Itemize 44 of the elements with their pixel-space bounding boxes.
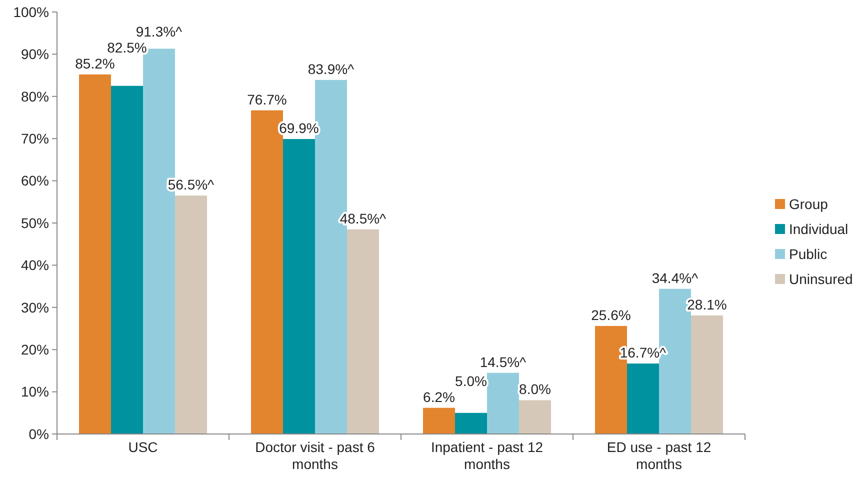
x-tick-label: USC (128, 439, 158, 455)
legend-label: Individual (789, 221, 848, 237)
data-label: 5.0% (455, 372, 487, 389)
data-label: 56.5%^ (168, 176, 215, 193)
data-label: 48.5%^ (340, 210, 387, 226)
data-label: 83.9%^ (308, 60, 355, 77)
x-tick-label: ED use - past 12 months (606, 439, 712, 472)
y-tick-label: 100% (13, 4, 49, 20)
data-label: 8.0% (519, 381, 551, 398)
x-tick-label: Inpatient - past 12 months (430, 439, 544, 472)
data-label: 28.1% (687, 296, 727, 312)
y-tick-label: 80% (20, 88, 49, 104)
data-label: 82.5% (107, 39, 147, 56)
data-label: 25.6% (591, 306, 631, 323)
bar (283, 139, 315, 434)
x-tick-label: Doctor visit - past 6 months (255, 439, 376, 472)
bar (175, 196, 207, 434)
y-tick-label: 90% (20, 46, 49, 62)
y-tick-label: 60% (20, 172, 49, 189)
bar (519, 400, 551, 434)
legend-label: Uninsured (789, 271, 853, 287)
bar (111, 86, 143, 434)
data-label: 91.3%^ (136, 23, 183, 40)
bar (79, 74, 111, 434)
data-label: 6.2% (423, 388, 455, 405)
data-label: 85.2% (75, 55, 115, 72)
legend-label: Public (789, 246, 828, 262)
bar (691, 315, 723, 434)
y-tick-label: 30% (20, 299, 49, 316)
y-tick-label: 50% (20, 214, 49, 231)
y-tick-label: 20% (20, 342, 49, 358)
y-tick-label: 40% (20, 257, 49, 274)
legend-label: Group (789, 196, 828, 212)
data-label: 76.7% (247, 91, 287, 108)
bar (423, 408, 455, 434)
bar (455, 412, 487, 434)
y-tick-label: 70% (20, 130, 49, 146)
bar (627, 364, 659, 434)
y-tick-label: 10% (20, 384, 49, 400)
bar (347, 229, 379, 434)
data-label: 14.5%^ (480, 354, 527, 370)
bar (487, 372, 519, 434)
y-tick-label: 0% (28, 426, 49, 442)
data-label: 34.4%^ (652, 270, 699, 286)
